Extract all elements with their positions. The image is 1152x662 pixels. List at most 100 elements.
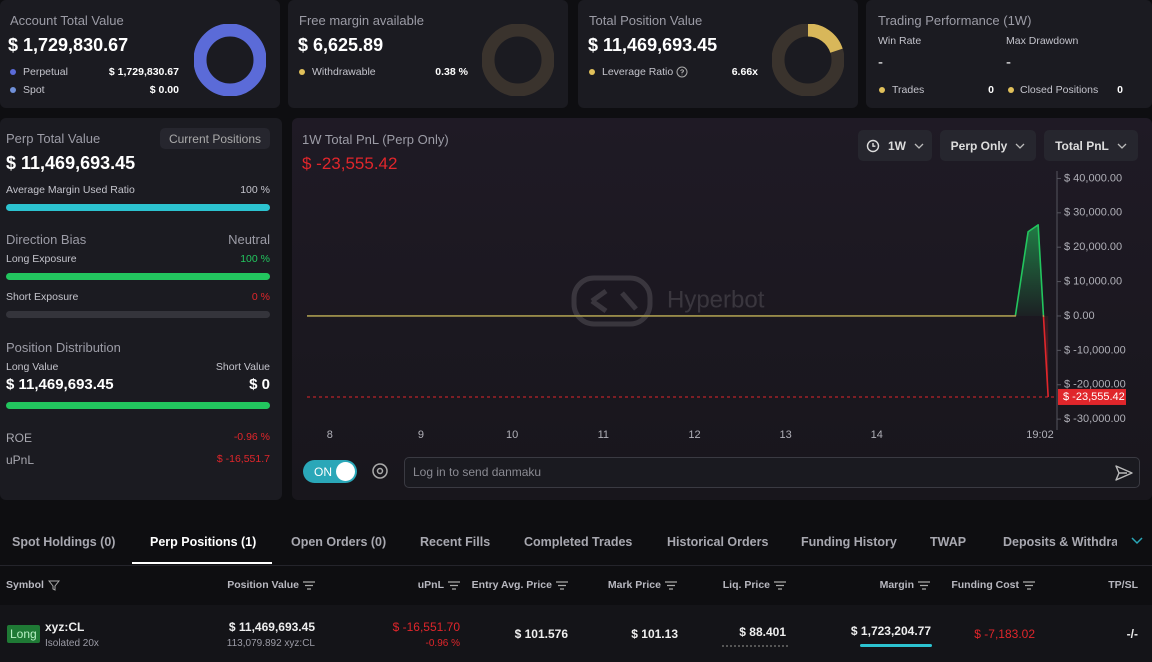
chevron-path [1015,143,1025,149]
column-header[interactable]: Funding Cost [951,579,1035,591]
chevron-path [1131,537,1143,545]
item-value: 0.38 % [435,66,468,78]
tab[interactable]: Historical Orders [667,535,769,549]
tab[interactable]: Spot Holdings (0) [12,535,116,549]
sort-path [556,580,568,590]
column-header[interactable]: Mark Price [608,579,677,591]
column-header[interactable]: Margin [880,579,930,591]
sort-icon [774,580,786,590]
send-path [1115,465,1133,481]
y-tick-label: $ 10,000.00 [1064,275,1122,287]
perp-panel [0,118,282,500]
watermark: Hyperbot [571,275,765,327]
pnl-headline: $ -23,555.42 [302,154,398,173]
filter-icon [47,580,60,591]
upnl-value: $ -16,551.7 [216,453,270,465]
card-value: $ 6,625.89 [298,35,384,55]
divider [0,565,1152,566]
tab[interactable]: TWAP [930,535,967,549]
chevron [1015,143,1025,149]
gear-inner [376,467,384,475]
chevron [1117,143,1127,149]
short-bar [6,311,270,318]
margin-label: Average Margin Used Ratio [6,184,135,196]
sort-path [1023,580,1035,590]
count-value: 0 [988,84,994,96]
column-header[interactable]: Liq. Price [723,579,786,591]
y-tick-label: $ -10,000.00 [1064,344,1126,356]
count-label: Trades [892,84,925,96]
margin-value: 100 % [240,184,270,196]
card-title: Total Position Value [589,13,703,28]
chart-panel [292,118,1152,500]
current-value-badge [1058,388,1126,405]
sort-icon [1023,580,1035,590]
danmaku-toggle[interactable]: ON [303,460,357,483]
stat-value: - [1006,54,1011,71]
liq-indicator [722,645,788,647]
danmaku-input[interactable]: Log in to send danmaku [404,457,1140,488]
column-title: Funding Cost [951,579,1019,591]
column-header: TP/SL [1108,579,1138,591]
column-header[interactable]: uPnL [418,579,460,591]
upnl-percent: -0.96 % [425,638,460,649]
position-row[interactable] [0,605,1152,662]
sort-path [303,580,315,590]
symbol[interactable]: xyz:CL [45,620,85,634]
watermark-text: Hyperbot [667,286,765,313]
x-tick-label: 10 [506,429,518,441]
send-icon[interactable] [1114,463,1134,483]
sort-icon [918,580,930,590]
sort-icon [448,580,460,590]
long-bar [6,273,270,280]
roe-value: -0.96 % [233,431,270,443]
tab[interactable]: Funding History [801,535,897,549]
stat-label: Win Rate [878,35,922,47]
column-header[interactable]: Entry Avg. Price [472,579,568,591]
item-label: Leverage Ratio [602,66,674,78]
y-tick-label: $ 40,000.00 [1064,172,1122,184]
tab[interactable]: Completed Trades [524,535,633,549]
tab[interactable]: Perp Positions (1) [150,535,257,549]
current-positions-button[interactable]: Current Positions [160,128,270,149]
sort-path [918,580,930,590]
card-value: $ 1,729,830.67 [8,35,129,55]
clock-face [866,139,880,152]
tab[interactable]: Recent Fills [420,535,491,549]
liq-price: $ 88.401 [739,625,786,639]
card-title: Free margin available [299,13,425,28]
short-label: Short Exposure [6,291,79,303]
entry-price: $ 101.576 [514,627,568,641]
mark-price: $ 101.13 [631,627,678,641]
help-mark [680,69,685,76]
donut [194,24,266,96]
item-label: Spot [23,84,45,96]
tab[interactable]: Open Orders (0) [291,535,387,549]
tp-sl[interactable]: -/- [1126,627,1138,641]
metric-label: Total PnL [1055,138,1109,153]
funding-cost: $ -7,183.02 [974,627,1035,641]
short-amount: $ 0 [249,376,270,393]
roe-label: ROE [6,431,33,445]
donut-ring [194,24,266,96]
settings-icon[interactable] [371,462,389,480]
pnl-line [307,224,1049,398]
filter-path [47,580,60,591]
item-value: $ 1,729,830.67 [108,66,179,78]
tab[interactable]: Deposits & Withdraw [1003,535,1117,549]
help-icon[interactable] [676,66,688,78]
y-tick-label: $ -20,000.00 [1064,379,1126,391]
count-value: 0 [1117,84,1123,96]
chevron-path [1117,143,1127,149]
metric-dropdown[interactable]: Total PnL [1044,130,1138,161]
scope-dropdown[interactable]: Perp Only [940,130,1036,161]
legend-dot [589,69,595,75]
tabs-more[interactable] [1131,537,1143,545]
column-header[interactable]: Symbol [6,579,60,591]
y-tick-label: $ -30,000.00 [1064,413,1126,425]
column-header[interactable]: Position Value [227,579,315,591]
period-dropdown[interactable]: 1W [858,130,932,161]
column-title: Entry Avg. Price [471,579,552,591]
side-badge: Long [7,625,40,643]
